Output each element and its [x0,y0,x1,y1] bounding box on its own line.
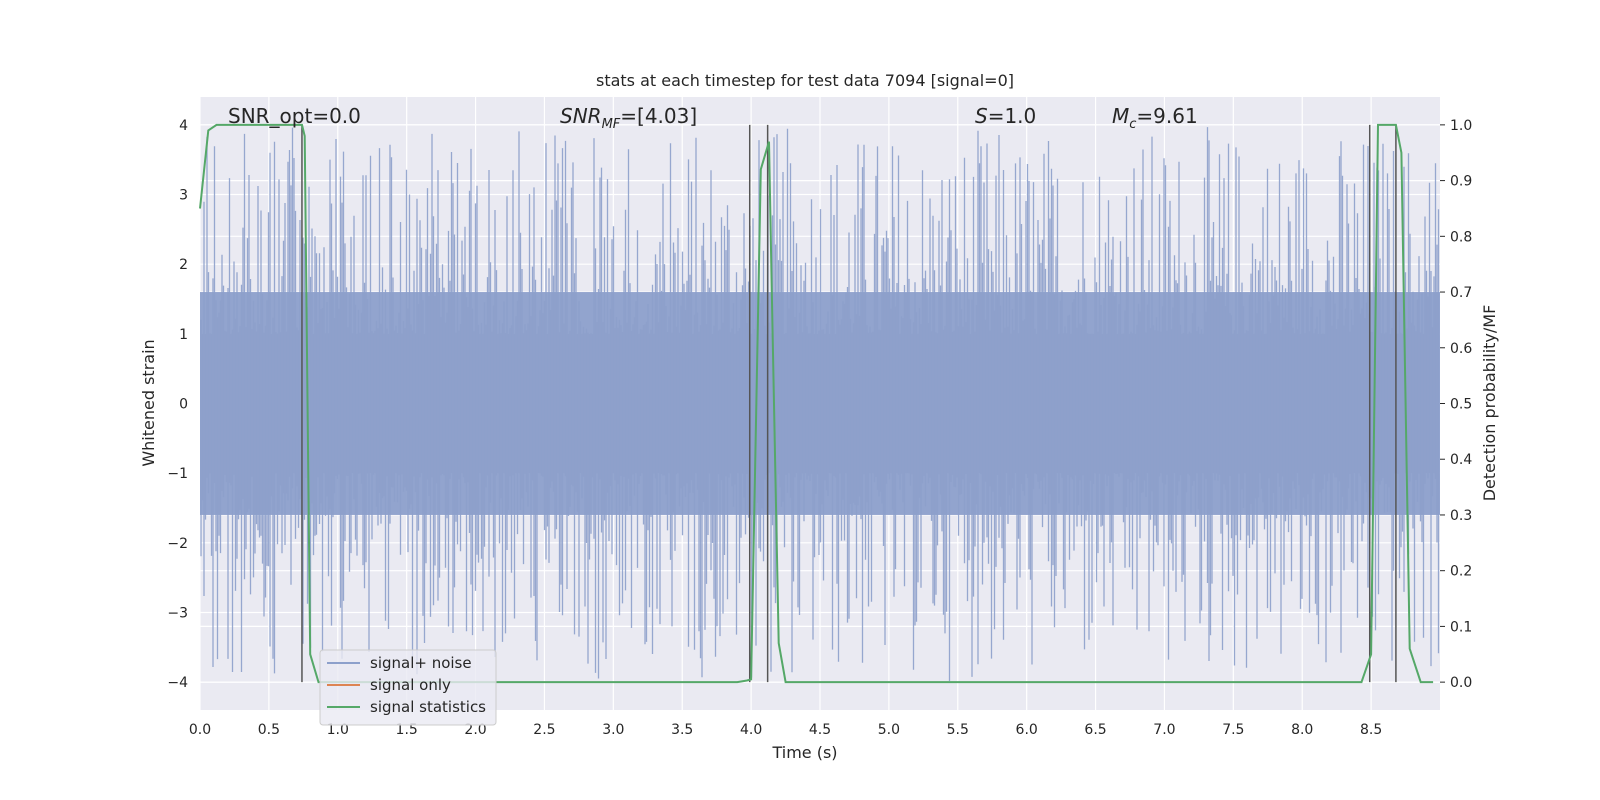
annotation-s: S=1.0 [975,104,1036,128]
x-tick-label: 5.0 [878,722,900,738]
x-axis-label: Time (s) [771,743,837,762]
x-axis-ticks: 0.0 0.5 1.0 1.5 2.0 2.5 3.0 3.5 4.0 4.5 5.0 5.5 6.0 6… [189,722,1382,738]
annotation-snr-mf: SNRMF=[4.03] [560,104,697,132]
chart-title: stats at each timestep for test data 709… [596,71,1014,90]
y2-tick-label: 0.4 [1450,452,1472,468]
x-tick-label: 7.5 [1222,722,1244,738]
y-axis-ticks: −4 −3 −2 −1 0 1 2 3 4 [167,118,188,691]
y2-tick-label: 0.8 [1450,229,1472,245]
x-tick-label: 8.5 [1360,722,1382,738]
y2-axis-label: Detection probability/MF [1480,305,1499,502]
x-tick-label: 5.5 [947,722,969,738]
annotation-mc: Mc=9.61 [1112,104,1198,132]
y2-axis-ticks: 0.0 0.1 0.2 0.3 0.4 0.5 0.6 0.7 0.8 0.9 1.0 [1440,118,1472,691]
legend: signal+ noise signal only signal statist… [319,649,497,726]
y2-tick-label: 0.6 [1450,341,1472,357]
y2-tick-label: 0.9 [1450,174,1472,190]
y-tick-label: 1 [179,327,188,343]
x-tick-label: 4.0 [740,722,762,738]
x-tick-label: 8.0 [1291,722,1313,738]
legend-label-signal-noise: signal+ noise [370,654,472,672]
y-tick-label: 0 [179,397,188,413]
y2-tick-label: 0.1 [1450,619,1472,635]
y-tick-label: −4 [167,675,188,691]
legend-label-signal-statistics: signal statistics [370,698,486,716]
y-axis-label: Whitened strain [139,339,158,466]
vertical-markers [301,124,1397,683]
x-tick-label: 2.5 [533,722,555,738]
series-signal-noise [200,127,1440,681]
y2-tick-label: 0.2 [1450,564,1472,580]
x-tick-label: 3.5 [671,722,693,738]
x-tick-label: 4.5 [809,722,831,738]
x-tick-label: 2.0 [464,722,486,738]
y-tick-label: 4 [179,118,188,134]
y2-tick-label: 0.3 [1450,508,1472,524]
x-tick-label: 3.0 [602,722,624,738]
legend-label-signal-only: signal only [370,676,451,694]
x-tick-label: 7.0 [1153,722,1175,738]
y2-tick-label: 0.0 [1450,675,1472,691]
x-tick-label: 1.0 [327,722,349,738]
x-tick-label: 6.5 [1084,722,1106,738]
y-tick-label: −2 [167,536,188,552]
y2-tick-label: 0.5 [1450,397,1472,413]
y2-tick-label: 1.0 [1450,118,1472,134]
x-tick-label: 6.0 [1016,722,1038,738]
annotation-snr-opt: SNR_opt=0.0 [228,104,361,128]
y2-tick-label: 0.7 [1450,285,1472,301]
series-signal-statistics-line [199,123,1434,684]
x-tick-label: 1.5 [396,722,418,738]
y-tick-label: 3 [179,188,188,204]
y-tick-label: −3 [167,605,188,621]
y-tick-label: 2 [179,257,188,273]
y-tick-label: −1 [167,466,188,482]
x-tick-label: 0.5 [258,722,280,738]
x-tick-label: 0.0 [189,722,211,738]
